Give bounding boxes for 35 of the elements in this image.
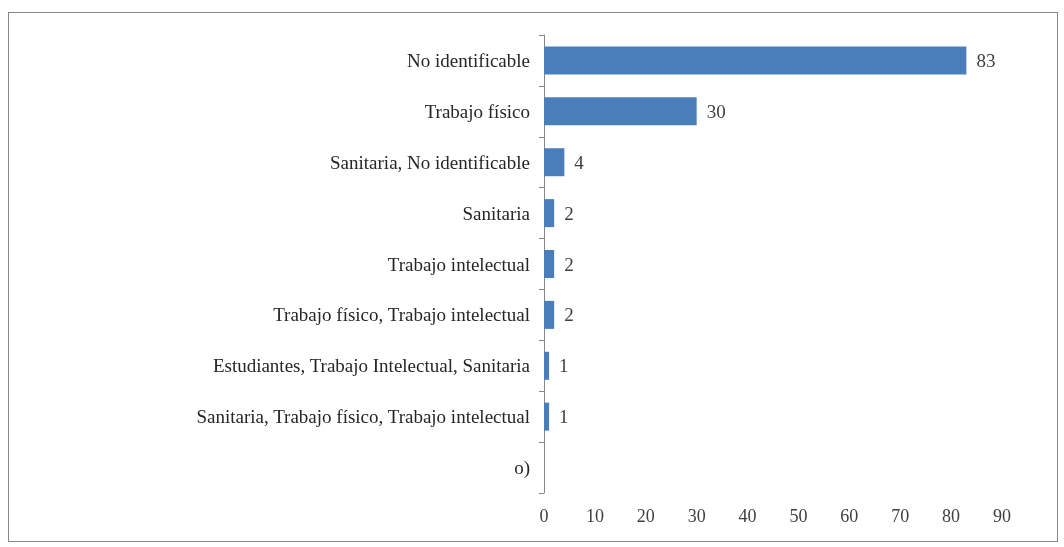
data-label: 2 bbox=[564, 304, 574, 326]
y-tick-label: Trabajo físico, Trabajo intelectual bbox=[273, 304, 530, 326]
data-label: 4 bbox=[574, 151, 585, 173]
y-tick-label: Trabajo físico bbox=[424, 100, 530, 122]
data-label: 1 bbox=[559, 355, 569, 377]
x-tick-label: 0 bbox=[539, 506, 549, 526]
x-tick-label: 20 bbox=[636, 506, 655, 526]
x-tick-label: 60 bbox=[840, 506, 859, 526]
bar bbox=[544, 300, 555, 329]
data-label: 2 bbox=[564, 202, 574, 224]
x-tick-label: 70 bbox=[891, 506, 910, 526]
y-tick-label: Estudiantes, Trabajo Intelectual, Sanitaria bbox=[212, 355, 531, 377]
y-tick-label: Trabajo intelectual bbox=[387, 253, 530, 275]
bar bbox=[544, 148, 565, 177]
y-tick-label: o) bbox=[514, 457, 530, 480]
data-label: 30 bbox=[706, 100, 726, 122]
x-tick-label: 30 bbox=[687, 506, 706, 526]
bar bbox=[544, 46, 967, 75]
y-tick-label: Sanitaria bbox=[462, 202, 531, 224]
x-tick-label: 50 bbox=[789, 506, 808, 526]
x-tick-label: 90 bbox=[993, 506, 1011, 526]
y-tick-label: Sanitaria, No identificable bbox=[330, 151, 530, 173]
bar bbox=[544, 402, 550, 431]
bar bbox=[544, 199, 555, 228]
x-tick-label: 80 bbox=[942, 506, 961, 526]
data-label: 2 bbox=[564, 253, 574, 275]
bar bbox=[544, 250, 555, 278]
y-tick-label: No identificable bbox=[407, 49, 530, 71]
bar bbox=[544, 97, 697, 126]
y-tick-label: Sanitaria, Trabajo físico, Trabajo intelectual bbox=[196, 406, 530, 428]
data-label: 83 bbox=[976, 49, 996, 71]
x-tick-label: 10 bbox=[585, 506, 604, 526]
data-label: 1 bbox=[559, 406, 569, 428]
x-tick-label: 40 bbox=[738, 506, 757, 526]
bar bbox=[544, 351, 550, 380]
